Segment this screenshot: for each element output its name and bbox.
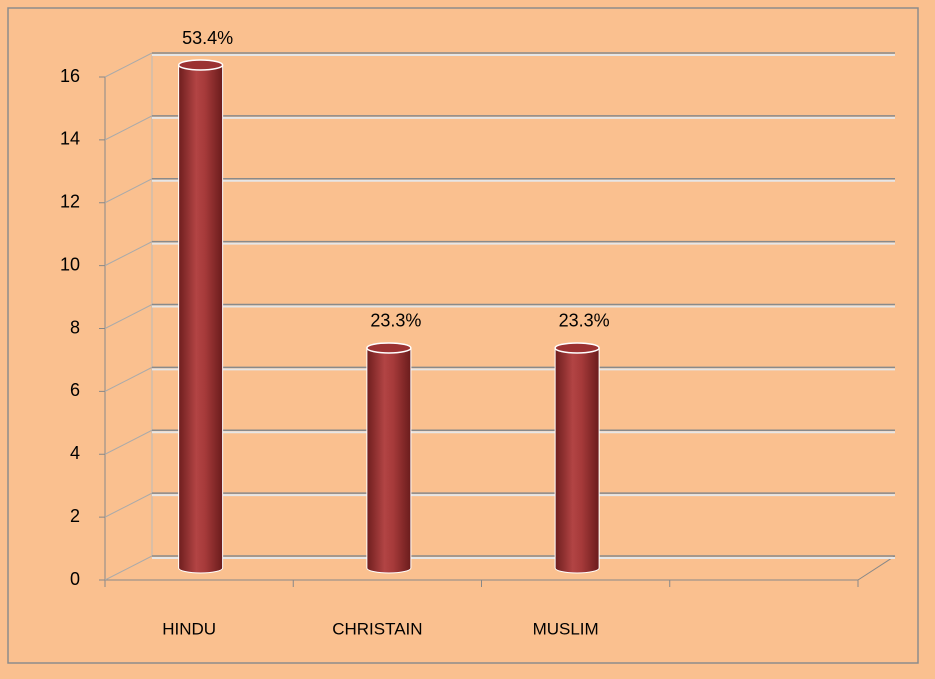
cylinder-top [366, 342, 412, 354]
bar [366, 342, 412, 574]
data-label: 23.3% [559, 311, 610, 331]
y-tick-label: 10 [60, 254, 80, 274]
y-tick-label: 0 [70, 569, 80, 589]
y-tick-label: 6 [70, 380, 80, 400]
x-tick-label: MUSLIM [533, 619, 599, 638]
data-label: 53.4% [182, 28, 233, 48]
wall-line [104, 304, 153, 329]
y-tick-label: 12 [60, 192, 80, 212]
cylinder-body [178, 64, 224, 574]
wall-line [104, 492, 153, 518]
y-tick-label: 14 [60, 129, 80, 149]
x-tick-label: CHRISTAIN [332, 619, 422, 638]
cylinder-body [554, 347, 600, 574]
wall-line [104, 178, 153, 204]
wall-line [104, 555, 153, 581]
y-tick-label: 4 [70, 443, 80, 463]
wall-line [104, 366, 153, 392]
y-tick-label: 8 [70, 317, 80, 337]
wall-line [104, 52, 153, 78]
x-tick-label: HINDU [162, 619, 216, 638]
wall-line [104, 115, 153, 141]
floor-edge [857, 555, 896, 581]
frame [7, 7, 919, 664]
y-tick-label: 2 [70, 506, 80, 526]
cylinder-top [554, 342, 600, 354]
cylinder-body [366, 347, 412, 574]
wall-line [104, 429, 153, 455]
wall-line [104, 241, 153, 267]
y-tick-label: 16 [60, 66, 80, 86]
bar [554, 342, 600, 574]
data-label: 23.3% [370, 311, 421, 331]
cylinder-top [177, 59, 224, 71]
bar [177, 59, 224, 574]
